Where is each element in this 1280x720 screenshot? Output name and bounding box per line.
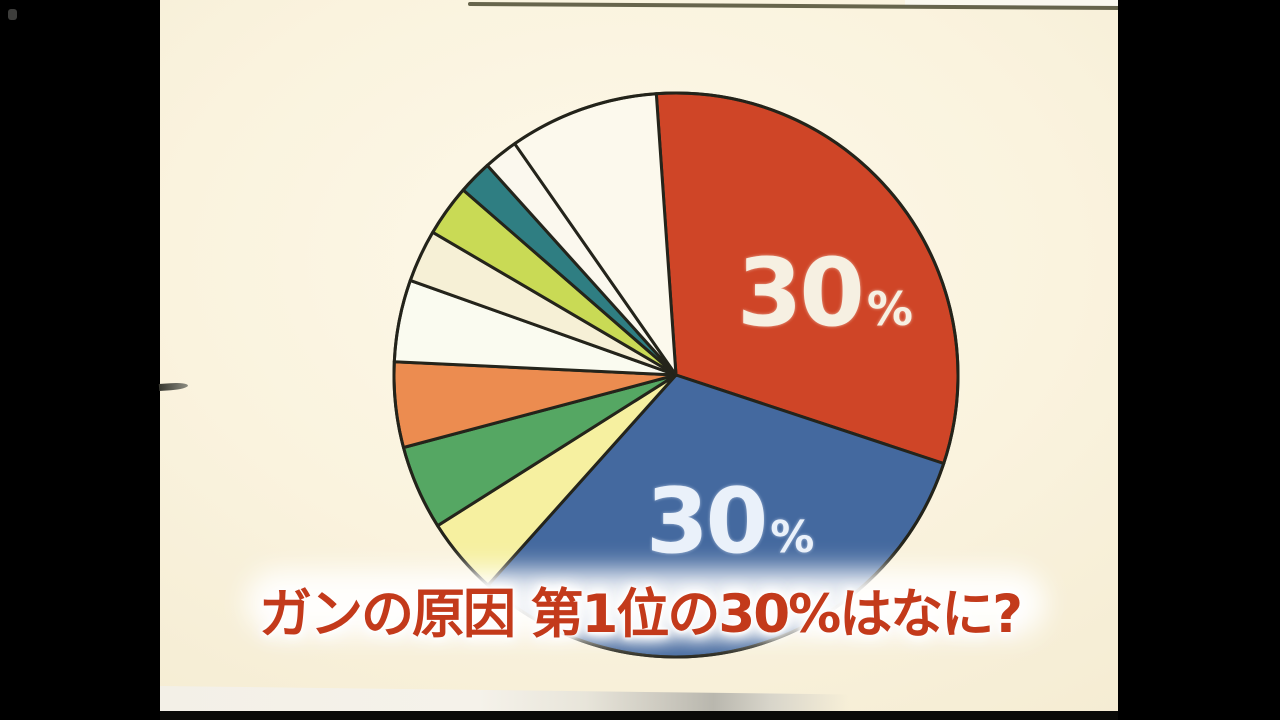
blue-slice-value: 30: [646, 469, 768, 574]
board-top-edge-highlight: [905, 0, 1120, 6]
red-slice-percent-sign: %: [866, 282, 913, 336]
blue-slice-percent-sign: %: [770, 512, 815, 563]
red-slice-value: 30: [737, 239, 865, 348]
vhs-artifact-dot: [8, 9, 17, 20]
pie-outline: [392, 91, 960, 659]
letterbox-bar-left: [0, 0, 160, 720]
blue-slice-label: 30%: [646, 477, 814, 567]
headline-glow: [246, 570, 1046, 636]
letterbox-bar-right: [1118, 0, 1280, 720]
bottom-black-bar: [150, 711, 1130, 720]
headline-text: ガンの原因 第1位の30%はなに?: [259, 584, 1023, 645]
red-slice-label: 30%: [737, 247, 913, 341]
